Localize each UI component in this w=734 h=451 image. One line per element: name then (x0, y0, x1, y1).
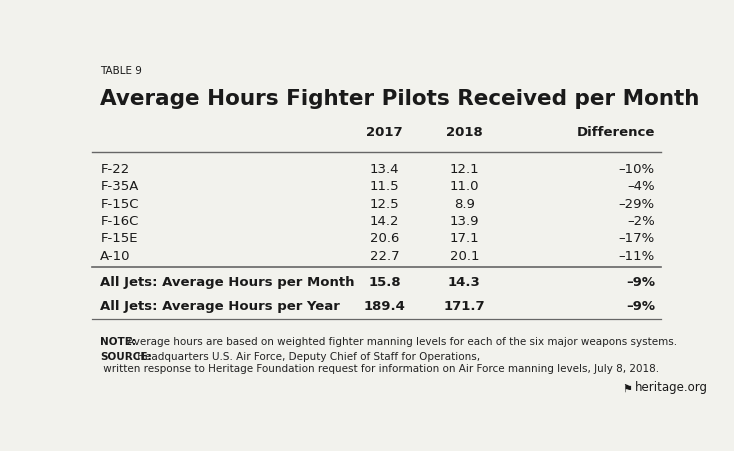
Text: –9%: –9% (626, 276, 655, 289)
Text: Average Hours Fighter Pilots Received per Month: Average Hours Fighter Pilots Received pe… (101, 89, 700, 109)
Text: F-35A: F-35A (101, 180, 139, 193)
Text: ⚑: ⚑ (622, 384, 633, 394)
Text: All Jets: Average Hours per Year: All Jets: Average Hours per Year (101, 300, 340, 313)
Text: 2018: 2018 (446, 126, 483, 139)
Text: 15.8: 15.8 (368, 276, 401, 289)
Text: NOTE:: NOTE: (101, 337, 137, 347)
Text: 189.4: 189.4 (364, 300, 406, 313)
Text: F-15E: F-15E (101, 232, 138, 245)
Text: SOURCE:: SOURCE: (101, 352, 152, 362)
Text: 13.4: 13.4 (370, 163, 399, 176)
Text: Headquarters U.S. Air Force, Deputy Chief of Staff for Operations,: Headquarters U.S. Air Force, Deputy Chie… (134, 352, 480, 362)
Text: –2%: –2% (627, 215, 655, 228)
Text: All Jets: Average Hours per Month: All Jets: Average Hours per Month (101, 276, 355, 289)
Text: 12.1: 12.1 (449, 163, 479, 176)
Text: 22.7: 22.7 (370, 250, 399, 263)
Text: F-15C: F-15C (101, 198, 139, 211)
Text: Difference: Difference (576, 126, 655, 139)
Text: 17.1: 17.1 (449, 232, 479, 245)
Text: 11.5: 11.5 (370, 180, 399, 193)
Text: 20.6: 20.6 (370, 232, 399, 245)
Text: 171.7: 171.7 (443, 300, 485, 313)
Text: heritage.org: heritage.org (635, 381, 708, 394)
Text: 20.1: 20.1 (450, 250, 479, 263)
Text: –4%: –4% (628, 180, 655, 193)
Text: 14.2: 14.2 (370, 215, 399, 228)
Text: 8.9: 8.9 (454, 198, 475, 211)
Text: 13.9: 13.9 (450, 215, 479, 228)
Text: 11.0: 11.0 (450, 180, 479, 193)
Text: –29%: –29% (619, 198, 655, 211)
Text: –9%: –9% (626, 300, 655, 313)
Text: Average hours are based on weighted fighter manning levels for each of the six m: Average hours are based on weighted figh… (124, 337, 677, 347)
Text: 12.5: 12.5 (370, 198, 399, 211)
Text: TABLE 9: TABLE 9 (101, 66, 142, 76)
Text: –10%: –10% (619, 163, 655, 176)
Text: –17%: –17% (619, 232, 655, 245)
Text: A-10: A-10 (101, 250, 131, 263)
Text: F-16C: F-16C (101, 215, 139, 228)
Text: written response to Heritage Foundation request for information on Air Force man: written response to Heritage Foundation … (101, 364, 659, 374)
Text: F-22: F-22 (101, 163, 129, 176)
Text: –11%: –11% (619, 250, 655, 263)
Text: 2017: 2017 (366, 126, 403, 139)
Text: 14.3: 14.3 (448, 276, 481, 289)
